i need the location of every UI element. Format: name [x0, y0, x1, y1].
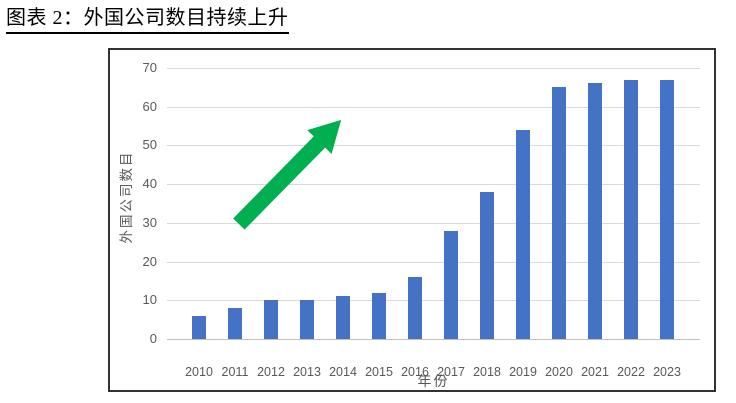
chart: 外国公司数目 0 10 20 30 40 50 60 70 2010 2011 2012 2013 20… [108, 48, 716, 392]
plot-area: 0 10 20 30 40 50 60 70 2010 2011 2012 2013 2014 2015 2… [143, 60, 700, 379]
y-tick-label-50: 50 [142, 137, 157, 153]
x-tick-label-2021: 2021 [581, 365, 609, 379]
gridline-50 [167, 145, 700, 147]
gridline-20 [167, 261, 700, 263]
x-axis-baseline [167, 339, 700, 340]
arrow-shape [233, 119, 342, 230]
y-tick-label-0: 0 [149, 331, 157, 346]
gridline-70 [167, 68, 700, 69]
bar-2016 [408, 277, 422, 339]
bar-2013 [300, 300, 314, 339]
x-tick-label-2019: 2019 [509, 365, 537, 379]
figure-title: 图表 2：外国公司数目持续上升 [6, 5, 289, 34]
x-tick-label-2023: 2023 [653, 365, 681, 379]
y-tick-label-70: 70 [142, 60, 157, 75]
bar-2012 [264, 300, 278, 339]
x-tick-label-2017: 2017 [437, 365, 465, 379]
bar-2017 [444, 230, 458, 339]
bar-2015 [372, 292, 386, 339]
y-axis-title: 外国公司数目 [119, 150, 134, 244]
bar-2022 [624, 79, 638, 339]
x-tick-label-2010: 2010 [185, 365, 213, 379]
x-tick-label-2011: 2011 [221, 365, 249, 379]
y-tick-label-40: 40 [142, 176, 157, 192]
bar-2010 [192, 315, 206, 339]
x-tick-label-2014: 2014 [329, 365, 357, 379]
bar-2020 [552, 87, 566, 339]
bar-2011 [228, 308, 242, 339]
bar-2018 [480, 191, 494, 339]
x-tick-label-2012: 2012 [257, 365, 285, 379]
y-tick-label-10: 10 [142, 292, 157, 308]
up-trend-arrow-icon [233, 119, 342, 230]
gridline-40 [167, 184, 700, 186]
bar-2019 [516, 129, 530, 339]
y-tick-label-30: 30 [142, 214, 157, 230]
x-tick-label-2022: 2022 [617, 365, 645, 379]
bar-2021 [588, 83, 602, 339]
y-tick-label-20: 20 [142, 253, 157, 269]
gridline-60 [167, 106, 700, 108]
bar-2023 [660, 79, 674, 339]
x-tick-label-2020: 2020 [545, 365, 573, 379]
gridline-30 [167, 222, 700, 224]
bar-2014 [336, 296, 350, 339]
gridline-10 [167, 300, 700, 302]
x-tick-label-2018: 2018 [473, 365, 501, 379]
x-tick-label-2015: 2015 [365, 365, 393, 379]
y-tick-label-60: 60 [142, 98, 157, 114]
x-tick-label-2013: 2013 [293, 365, 321, 379]
x-tick-label-2016: 2016 [401, 365, 429, 379]
x-axis-title: 年份 [417, 373, 450, 389]
